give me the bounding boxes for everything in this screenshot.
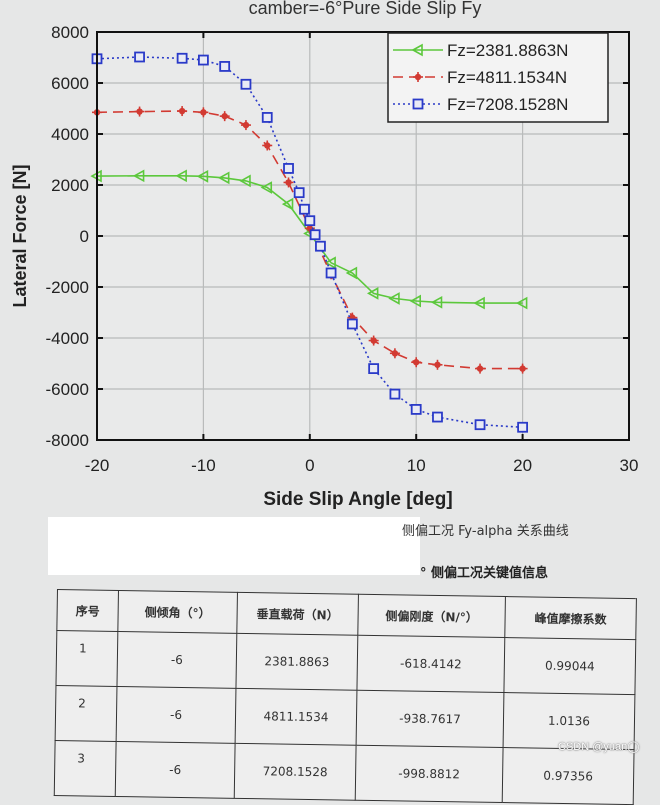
x-tick-label: 30 (620, 456, 639, 475)
x-tick-label: 20 (513, 456, 532, 475)
key-values-table-wrapper: 序号 侧倾角（°） 垂直载荷（N） 侧偏刚度（N/°） 峰值摩擦系数 1 -6 … (53, 589, 637, 805)
header-index: 序号 (56, 589, 119, 632)
table-caption: ° 侧偏工况关键值信息 (420, 566, 549, 581)
y-tick-label: -2000 (46, 278, 89, 297)
y-tick-label: 8000 (51, 23, 89, 42)
axis-ticks: -20 -10 0 10 20 30 -8000 -6000 -4000 -2000 0 2000 40… (46, 23, 639, 475)
legend-label: Fz=7208.1528N (447, 95, 568, 114)
y-tick-label: 2000 (51, 176, 89, 195)
figure-caption: 侧偏工况 Fy-alpha 关系曲线 (402, 524, 569, 539)
y-tick-label: 0 (80, 227, 89, 246)
chart-title: camber=-6°Pure Side Slip Fy (249, 0, 482, 18)
legend: Fz=2381.8863N Fz=4811.1534N Fz=7208.1528N (387, 32, 609, 123)
header-cornering-stiffness: 侧偏刚度（N/°） (357, 594, 506, 638)
watermark: CSDN @yuan◯ (558, 741, 640, 753)
legend-entry-1: Fz=2381.8863N (393, 41, 568, 60)
legend-entry-2: Fz=4811.1534N (393, 68, 567, 87)
y-tick-label: 4000 (51, 125, 89, 144)
y-tick-label: -8000 (46, 431, 89, 450)
legend-box (387, 32, 609, 123)
x-axis-label: Side Slip Angle [deg] (263, 489, 452, 510)
x-tick-label: 0 (305, 456, 314, 475)
series-3 (91, 51, 528, 433)
header-peak-friction: 峰值摩擦系数 (504, 596, 637, 640)
legend-entry-3: Fz=7208.1528N (393, 95, 568, 114)
redacted-region (48, 517, 420, 575)
y-axis-label: Lateral Force [N] (10, 164, 30, 307)
x-tick-label: -20 (85, 456, 110, 475)
y-tick-label: -4000 (46, 329, 89, 348)
header-camber: 侧倾角（°） (117, 590, 238, 634)
table-row: 2 -6 4811.1534 -938.7617 1.0136 (55, 685, 635, 750)
series-1 (90, 169, 528, 310)
y-tick-label: 6000 (51, 74, 89, 93)
legend-label: Fz=4811.1534N (447, 68, 567, 87)
x-tick-label: -10 (191, 456, 216, 475)
fy-alpha-chart: camber=-6°Pure Side Slip Fy -20 -10 0 10 20 3… (10, 0, 639, 510)
header-vertical-load: 垂直载荷（N） (236, 592, 359, 636)
legend-label: Fz=2381.8863N (447, 41, 568, 60)
y-tick-label: -6000 (46, 380, 89, 399)
table-row: 1 -6 2381.8863 -618.4142 0.99044 (55, 630, 636, 695)
x-tick-label: 10 (407, 456, 426, 475)
table-row: 3 -6 7208.1528 -998.8812 0.97356 (54, 740, 635, 805)
series-layer (90, 51, 528, 433)
key-values-table: 序号 侧倾角（°） 垂直载荷（N） 侧偏刚度（N/°） 峰值摩擦系数 1 -6 … (53, 589, 637, 805)
